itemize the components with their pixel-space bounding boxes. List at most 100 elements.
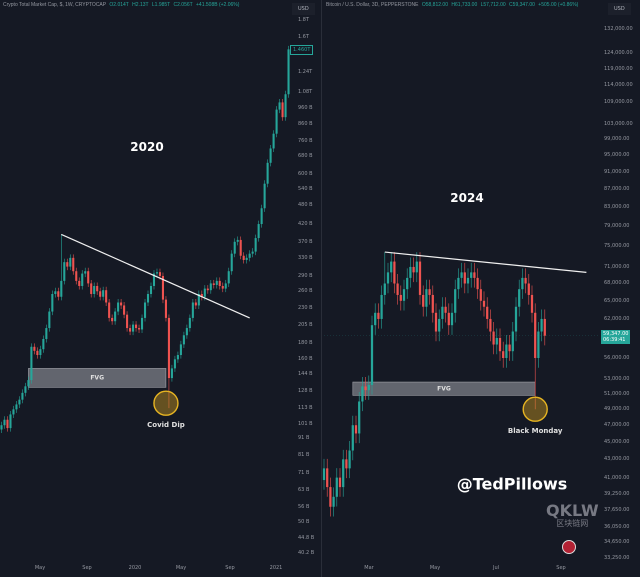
y-tick-label: 180 B [298, 339, 313, 346]
x-tick-label: Sep [82, 565, 92, 571]
candle-body [466, 277, 470, 284]
y-tick-label: 37,650.00 [604, 507, 630, 514]
candle-body [281, 102, 284, 118]
highlight-circle [522, 396, 548, 422]
right-high: H61,733.00 [451, 2, 478, 8]
right-currency-button[interactable]: USD [608, 3, 631, 15]
y-tick-label: 144 B [298, 371, 313, 378]
y-tick-label: 205 B [298, 321, 313, 328]
candle-body [358, 401, 361, 434]
pane-divider[interactable] [321, 0, 322, 577]
candle-body [3, 419, 6, 426]
right-symbol: Bitcoin / U.S. Dollar, 3D, PEPPERSTONE [326, 2, 419, 8]
candle-body [418, 261, 422, 295]
candle-body [450, 312, 454, 326]
candle-body [137, 328, 141, 330]
left-currency-button[interactable]: USD [292, 3, 315, 15]
candle-body [534, 312, 537, 358]
candle-body [57, 291, 60, 297]
y-tick-label: 113 B [298, 405, 313, 412]
y-tick-label: 330 B [298, 254, 313, 261]
candle-body [117, 302, 120, 312]
y-tick-label: 109,000.00 [604, 99, 633, 106]
candle-body [348, 450, 351, 469]
y-tick-label: 83,000.00 [604, 204, 630, 210]
candle-body [470, 272, 473, 278]
candle-body [409, 266, 412, 278]
candle-body [87, 271, 90, 284]
y-tick-label: 600 B [298, 171, 313, 178]
x-tick-label: 2021 [269, 565, 283, 571]
candle-body [345, 459, 348, 469]
x-tick-label: 2020 [128, 565, 142, 571]
candle-body [206, 288, 209, 291]
candle-body [332, 496, 335, 507]
y-tick-label: 34,650.00 [604, 539, 630, 546]
candle-body [27, 380, 30, 387]
highlight-circle [153, 390, 179, 416]
candle-body [245, 257, 248, 260]
y-tick-label: 1.8T [298, 17, 310, 23]
candle-body [335, 477, 338, 497]
candle-body [179, 344, 182, 356]
y-tick-label: 91,000.00 [604, 168, 630, 175]
left-chart-legend: Crypto Total Market Cap, $, 1W, CRYPTOCA… [3, 1, 287, 18]
candle-body [524, 277, 527, 284]
candle-body [396, 283, 399, 295]
candle-body [498, 337, 502, 352]
candle-body [508, 344, 511, 352]
candle-body [263, 183, 266, 209]
candle-body [215, 280, 218, 285]
candle-body [254, 238, 257, 252]
y-tick-label: 56,000.00 [604, 354, 630, 361]
watermark-logo: QKLW 区块链网 [546, 501, 599, 529]
candle-body [218, 280, 221, 286]
candle-body [90, 283, 93, 294]
candle-body [233, 241, 236, 254]
candle-body [24, 386, 27, 393]
left-high: H2.13T [132, 2, 149, 8]
circle-annotation-label: Covid Dip [147, 421, 185, 430]
x-tick-label: Mar [364, 565, 374, 571]
candle-body [0, 425, 3, 430]
candle-body [473, 272, 476, 278]
y-tick-label: 49,000.00 [604, 406, 630, 413]
left-open: O2.014T [109, 2, 129, 8]
candle-body [377, 312, 380, 319]
candle-body [158, 272, 162, 276]
candle-body [111, 317, 114, 322]
candle-body [287, 49, 290, 95]
us-flag-icon [562, 540, 576, 554]
x-tick-label: May [34, 565, 46, 571]
candle-body [505, 344, 508, 358]
candle-body [66, 262, 69, 267]
candle-body [81, 273, 84, 286]
y-tick-label: 47,000.00 [604, 422, 630, 429]
right-close: C59,347.00 [509, 2, 535, 8]
candle-body [463, 272, 466, 284]
y-tick-label: 36,050.00 [604, 523, 630, 530]
candle-body [188, 317, 191, 329]
y-tick-label: 39,250.00 [604, 491, 630, 498]
y-tick-label: 68,000.00 [604, 280, 630, 287]
candle-body [236, 239, 239, 242]
y-tick-label: 51,000.00 [604, 390, 630, 397]
y-tick-label: 53,000.00 [604, 376, 630, 383]
candle-body [212, 283, 215, 285]
candle-body [266, 162, 269, 184]
candle-body [230, 253, 233, 272]
candle-body [146, 293, 150, 303]
last-price-value: 59,347.00 [603, 330, 629, 337]
candle-body [78, 280, 81, 286]
candle-body [284, 94, 287, 118]
candle-body [45, 328, 48, 339]
y-tick-label: 114,000.00 [604, 82, 633, 89]
y-tick-label: 62,000.00 [604, 315, 630, 322]
candle-body [367, 384, 370, 391]
y-tick-label: 1.08T [298, 88, 313, 95]
y-tick-label: 760 B [298, 137, 313, 144]
y-tick-label: 128 B [298, 387, 313, 394]
y-tick-label: 420 B [298, 221, 313, 228]
candle-body [518, 289, 521, 307]
